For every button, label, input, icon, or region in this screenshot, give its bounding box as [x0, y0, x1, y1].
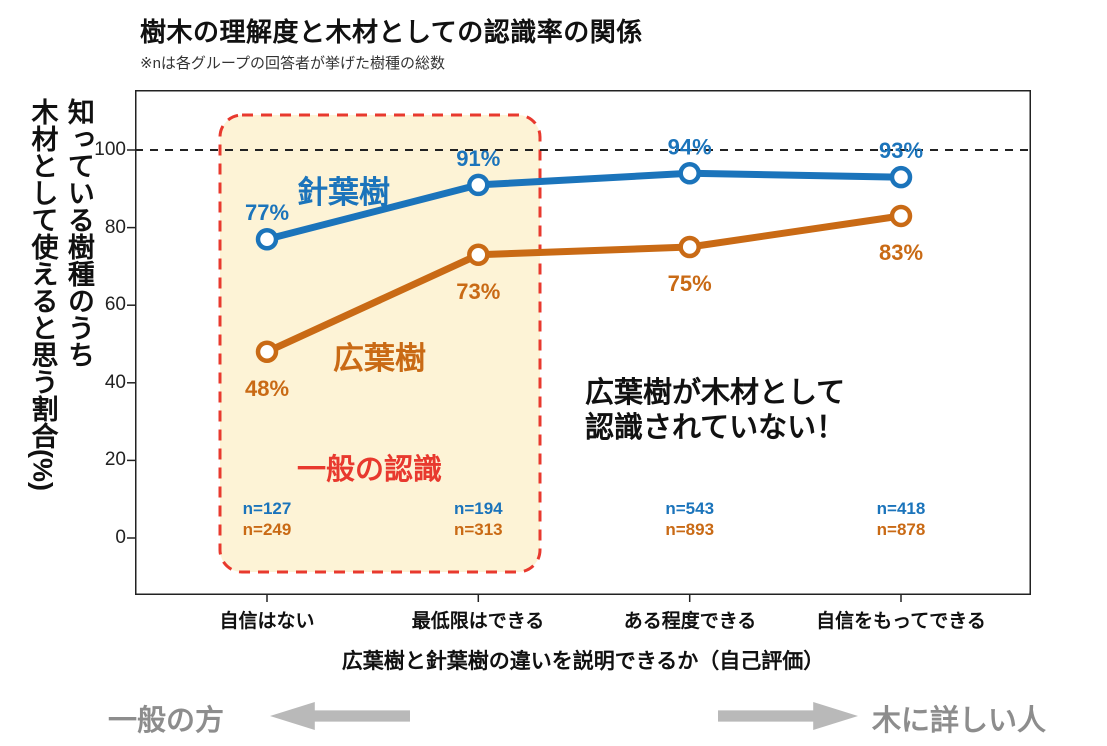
x-tick-label: 自信をもってできる — [816, 611, 986, 632]
value-label: 83% — [879, 240, 923, 265]
data-point — [678, 235, 701, 259]
n-count-label: n=249 — [243, 520, 292, 539]
data-point — [255, 227, 279, 251]
callout-annotation: 広葉樹が木材として 認識されていない！ — [585, 377, 846, 444]
highlight-region-label: 一般の認識 — [297, 454, 443, 486]
chart-subtitle: ※nは各グループの回答者が挙げた樹種の総数 — [140, 55, 446, 72]
y-tick-label: 0 — [115, 527, 126, 548]
x-tick-label: ある程度できる — [623, 611, 757, 632]
audience-label-general: 一般の方 — [108, 705, 225, 737]
y-tick-label: 40 — [104, 372, 126, 393]
y-tick-label: 60 — [104, 294, 126, 315]
plot-area: 77% 91% 94% 93% n=127 n=194 n=543 n=418 48% 73% 75… — [127, 90, 1031, 602]
x-axis-label: 広葉樹と針葉樹の違いを説明できるか（自己評価） — [341, 650, 825, 673]
y-tick-label: 100 — [94, 139, 126, 160]
n-count-label: n=543 — [665, 499, 714, 518]
x-tick-label: 最低限はできる — [411, 611, 545, 632]
audience-label-expert: 木に詳しい人 — [872, 705, 1047, 737]
value-label: 93% — [879, 138, 923, 163]
data-point — [889, 204, 913, 228]
n-count-label: n=878 — [877, 520, 926, 539]
value-label: 91% — [456, 146, 500, 171]
value-label: 48% — [245, 376, 289, 401]
data-point — [467, 173, 490, 197]
series-label-conifer: 針葉樹 — [297, 175, 390, 210]
value-label: 94% — [668, 134, 712, 159]
n-count-label: n=194 — [454, 499, 503, 518]
y-tick-label: 80 — [104, 217, 126, 238]
arrow-left-icon — [270, 702, 410, 730]
series-line-conifer — [263, 169, 905, 243]
value-label: 73% — [456, 279, 500, 304]
series-line-broadleaf — [263, 212, 905, 356]
n-count-label: n=893 — [665, 520, 714, 539]
y-axis-label: 知っている樹種のうち 木材として使えると思う割合(%) — [27, 98, 94, 491]
value-label: 75% — [668, 271, 712, 296]
value-label: 77% — [245, 200, 289, 225]
data-point — [255, 340, 279, 364]
n-count-label: n=418 — [877, 499, 926, 518]
n-count-label: n=127 — [243, 499, 292, 518]
data-point — [678, 162, 701, 185]
series-label-broadleaf: 広葉樹 — [333, 341, 426, 376]
arrow-right-icon — [718, 702, 858, 730]
data-point — [889, 165, 913, 189]
x-tick-label: 自信はない — [219, 611, 315, 632]
y-tick-label: 20 — [104, 449, 126, 470]
chart-title: 樹木の理解度と木材としての認識率の関係 — [140, 17, 643, 47]
n-count-label: n=313 — [454, 520, 503, 539]
chart-svg: 77% 91% 94% 93% n=127 n=194 n=543 n=418 48% 73% 75… — [127, 90, 1031, 602]
data-point — [467, 243, 490, 267]
